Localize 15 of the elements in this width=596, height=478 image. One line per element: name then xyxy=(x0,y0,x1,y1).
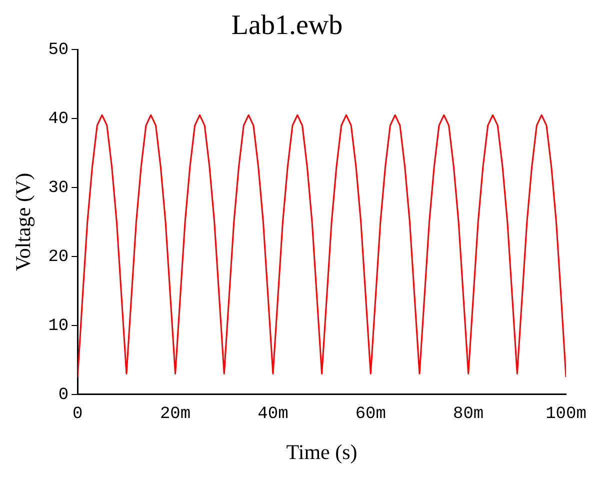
x-tick-label: 100m xyxy=(546,405,586,424)
y-tick-label: 0 xyxy=(58,386,69,405)
y-tick-label: 10 xyxy=(48,316,69,336)
chart-title: Lab1.ewb xyxy=(231,10,343,42)
x-tick-label: 20m xyxy=(160,405,191,424)
x-tick-label: 60m xyxy=(355,405,386,424)
y-tick-label: 50 xyxy=(48,41,69,60)
y-tick-label: 40 xyxy=(48,110,69,130)
y-tick-label: 20 xyxy=(48,248,69,267)
x-tick-label: 80m xyxy=(453,405,484,424)
x-tick-label: 0 xyxy=(72,405,83,424)
x-axis-title: Time (s) xyxy=(286,440,358,464)
x-tick-label: 40m xyxy=(258,405,288,424)
y-axis-title: Voltage (V) xyxy=(11,172,36,272)
y-tick-label: 30 xyxy=(48,179,69,198)
